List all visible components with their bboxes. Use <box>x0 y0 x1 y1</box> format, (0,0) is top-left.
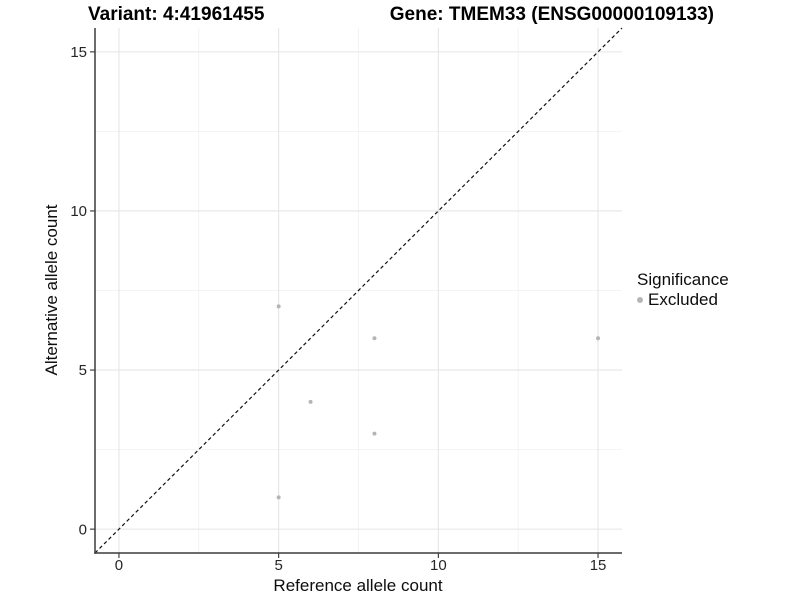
y-axis-title: Alternative allele count <box>42 204 61 376</box>
y-tick-label: 0 <box>79 521 87 538</box>
legend: Significance Excluded <box>637 270 729 309</box>
y-tick-label: 10 <box>70 203 87 220</box>
data-point <box>372 431 377 436</box>
plot-title-gene: Gene: TMEM33 (ENSG00000109133) <box>389 4 714 25</box>
x-tick-label: 0 <box>115 557 123 574</box>
x-tick-label: 10 <box>430 557 447 574</box>
data-point <box>276 304 281 309</box>
legend-item-excluded: Excluded <box>637 290 729 309</box>
legend-title: Significance <box>637 270 729 289</box>
x-tick-label: 5 <box>274 557 282 574</box>
data-point <box>276 495 281 500</box>
data-point <box>308 399 313 404</box>
data-point <box>596 336 601 341</box>
x-axis-title: Reference allele count <box>273 576 443 595</box>
data-point <box>372 336 377 341</box>
identity-line <box>94 27 623 554</box>
plot-title-variant: Variant: 4:41961455 <box>88 4 265 25</box>
legend-point-icon <box>637 296 643 303</box>
legend-item-label: Excluded <box>648 290 718 309</box>
x-tick-label: 15 <box>590 557 607 574</box>
y-tick-label: 5 <box>79 362 87 379</box>
y-tick-label: 15 <box>70 44 87 61</box>
